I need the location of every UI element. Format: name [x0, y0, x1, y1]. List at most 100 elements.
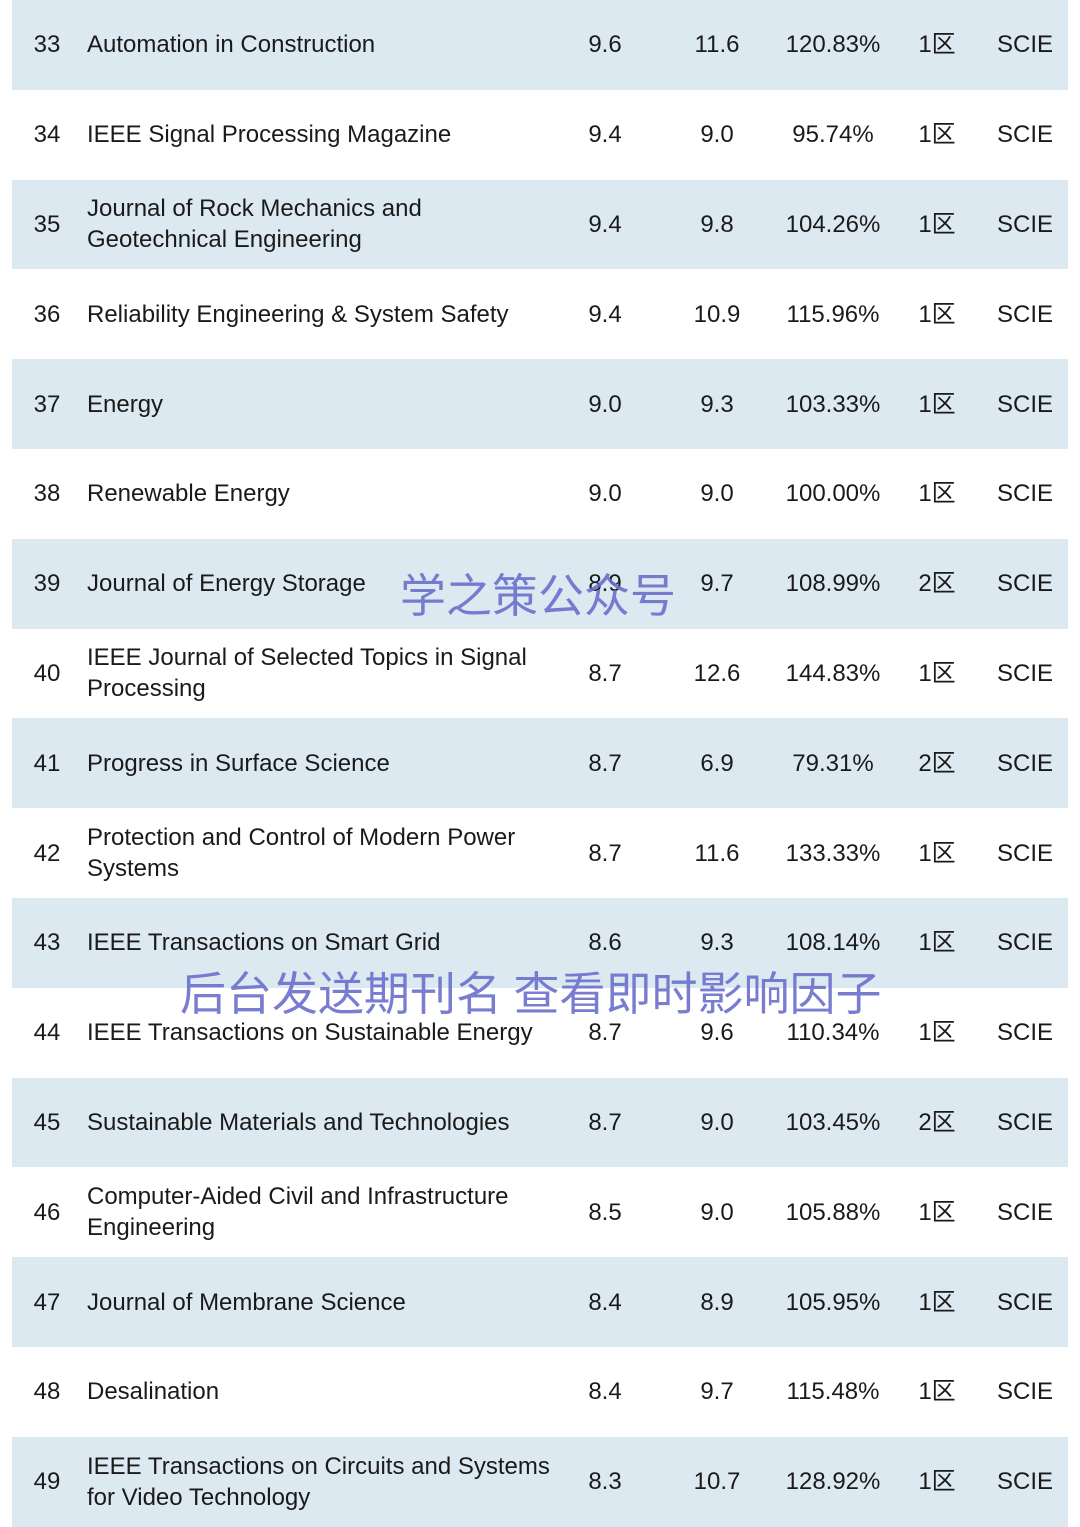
impact-factor: 8.9 [588, 570, 622, 598]
zone: 1区 [918, 659, 956, 687]
predicted-factor: 9.7 [700, 1378, 734, 1406]
journal-name: Journal of Membrane Science [87, 1288, 406, 1316]
rank: 36 [33, 300, 61, 328]
predicted-factor: 9.6 [700, 1019, 734, 1047]
rank: 39 [33, 570, 61, 598]
growth-rate: 103.33% [785, 390, 881, 418]
impact-factor: 8.7 [588, 1108, 622, 1136]
table-row: 43 IEEE Transactions on Smart Grid 8.6 9.3 1… [12, 897, 1068, 988]
journal-name: IEEE Transactions on Circuits and System… [87, 1452, 550, 1511]
journal-name: Energy [87, 390, 164, 418]
table-row: 35 Journal of Rock Mechanics and Geotechn… [12, 179, 1068, 270]
journal-name: IEEE Transactions on Smart Grid [87, 929, 441, 957]
impact-factor: 8.7 [588, 659, 622, 687]
predicted-factor: 8.9 [700, 1288, 734, 1316]
index: SCIE [996, 1198, 1053, 1226]
rank: 38 [33, 480, 61, 508]
impact-factor: 8.7 [588, 1019, 622, 1047]
impact-factor: 9.0 [588, 480, 622, 508]
table-row: 44 IEEE Transactions on Sustainable Energ… [12, 988, 1068, 1078]
zone: 2区 [918, 749, 956, 777]
watermark: 学之策公众号 [400, 571, 676, 622]
journal-name: IEEE Signal Processing Magazine [87, 121, 452, 149]
growth-rate: 95.74% [792, 121, 874, 149]
impact-factor: 9.4 [588, 121, 622, 149]
predicted-factor: 9.0 [700, 121, 734, 149]
impact-factor: 8.3 [588, 1468, 622, 1496]
predicted-factor: 10.7 [693, 1468, 741, 1496]
growth-rate: 115.96% [786, 300, 880, 328]
zone: 1区 [918, 1468, 956, 1496]
predicted-factor: 9.3 [700, 929, 734, 957]
predicted-factor: 9.3 [700, 390, 734, 418]
rank: 33 [33, 31, 61, 59]
journal-name: Computer-Aided Civil and Infrastructure … [87, 1183, 509, 1242]
impact-factor: 8.5 [588, 1198, 622, 1226]
table-row: 37 Energy 9.0 9.3 103.33% 1区 SCIE [12, 359, 1068, 449]
table-row: 49 IEEE Transactions on Circuits and Syst… [12, 1436, 1068, 1527]
zone: 1区 [918, 1019, 956, 1047]
index: SCIE [996, 1108, 1053, 1136]
growth-rate: 104.26% [785, 210, 881, 238]
journal-name: Reliability Engineering & System Safety [87, 300, 509, 328]
zone: 1区 [918, 210, 956, 238]
index: SCIE [996, 659, 1053, 687]
growth-rate: 110.34% [786, 1019, 880, 1047]
journal-name: Sustainable Materials and Technologies [87, 1108, 510, 1136]
journal-name: IEEE Transactions on Sustainable Energy [87, 1019, 533, 1047]
index: SCIE [996, 480, 1053, 508]
predicted-factor: 6.9 [700, 749, 734, 777]
table-row: 42 Protection and Control of Modern Power… [12, 808, 1068, 898]
impact-factor: 8.6 [588, 929, 622, 957]
zone: 1区 [918, 480, 956, 508]
index: SCIE [996, 1019, 1053, 1047]
rank: 45 [33, 1108, 61, 1136]
predicted-factor: 12.6 [693, 659, 741, 687]
growth-rate: 100.00% [785, 480, 881, 508]
predicted-factor: 11.6 [694, 31, 740, 59]
index: SCIE [996, 1288, 1053, 1316]
journal-name: Journal of Rock Mechanics and Geotechnic… [87, 195, 422, 254]
impact-factor: 9.4 [588, 210, 622, 238]
zone: 1区 [918, 1198, 956, 1226]
zone: 1区 [918, 929, 956, 957]
rank: 47 [33, 1288, 61, 1316]
growth-rate: 108.99% [785, 570, 881, 598]
journal-name: Journal of Energy Storage [87, 570, 366, 598]
predicted-factor: 9.0 [700, 1108, 734, 1136]
zone: 1区 [918, 31, 956, 59]
journal-name: Desalination [87, 1378, 220, 1406]
table-row: 47 Journal of Membrane Science 8.4 8.9 105.9… [12, 1257, 1068, 1347]
rank: 48 [33, 1378, 61, 1406]
rank: 42 [33, 839, 61, 867]
rank: 46 [33, 1198, 61, 1226]
predicted-factor: 9.7 [700, 570, 734, 598]
rank: 41 [33, 749, 61, 777]
growth-rate: 128.92% [785, 1468, 881, 1496]
table-row: 45 Sustainable Materials and Technologies… [12, 1077, 1068, 1168]
growth-rate: 144.83% [785, 659, 881, 687]
growth-rate: 105.88% [785, 1198, 881, 1226]
growth-rate: 103.45% [785, 1108, 881, 1136]
journal-table: 33 Automation in Construction 9.6 11.6 120.8… [12, 0, 1068, 1527]
index: SCIE [996, 121, 1053, 149]
impact-factor: 8.7 [588, 749, 622, 777]
rank: 34 [33, 121, 61, 149]
table-row: 46 Computer-Aided Civil and Infrastructur… [12, 1167, 1068, 1257]
rank: 37 [33, 390, 61, 418]
zone: 2区 [918, 1108, 956, 1136]
table-row: 40 IEEE Journal of Selected Topics in Sig… [12, 629, 1068, 719]
growth-rate: 108.14% [785, 929, 881, 957]
growth-rate: 120.83% [785, 31, 881, 59]
growth-rate: 105.95% [785, 1288, 881, 1316]
index: SCIE [996, 1378, 1053, 1406]
rank: 43 [33, 929, 61, 957]
table-row: 41 Progress in Surface Science 8.7 6.9 79.31… [12, 718, 1068, 809]
zone: 1区 [918, 839, 956, 867]
impact-factor: 8.7 [588, 839, 622, 867]
index: SCIE [996, 1468, 1053, 1496]
index: SCIE [996, 210, 1053, 238]
predicted-factor: 11.6 [694, 839, 740, 867]
impact-factor: 8.4 [588, 1378, 622, 1406]
